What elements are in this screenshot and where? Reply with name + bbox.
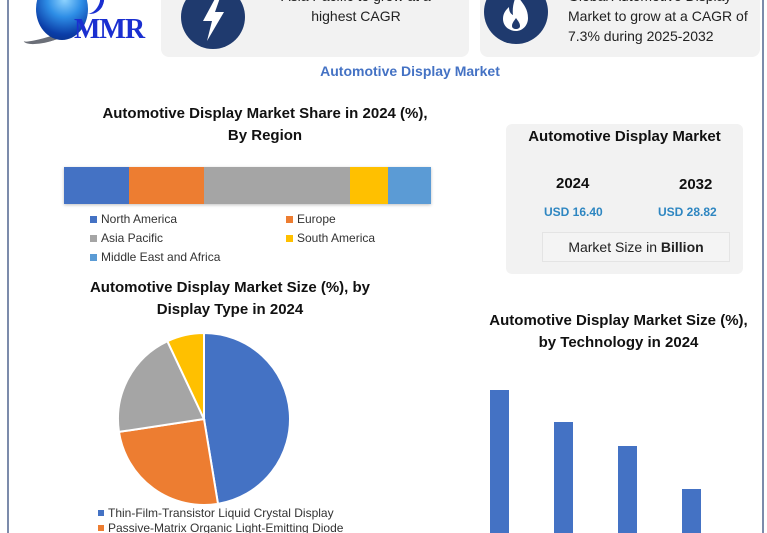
market-size-box: Automotive Display Market 2024 2032 USD … bbox=[506, 124, 743, 274]
legend-swatch bbox=[90, 253, 97, 261]
legend-label: Asia Pacific bbox=[101, 231, 164, 245]
flame-icon bbox=[484, 0, 548, 44]
legend-swatch bbox=[90, 215, 97, 223]
mmr-logo: MMR bbox=[20, 0, 152, 50]
legend-item-asia-pacific: Asia Pacific bbox=[90, 231, 163, 245]
lightning-icon bbox=[181, 0, 245, 49]
legend-swatch bbox=[286, 234, 293, 242]
legend-label: Middle East and Africa bbox=[101, 250, 221, 264]
value-2024: USD 16.40 bbox=[544, 205, 603, 219]
stat-line: Asia Pacific to grow at a bbox=[261, 0, 451, 6]
legend-label: Passive-Matrix Organic Light-Emitting Di… bbox=[108, 521, 344, 533]
technology-bar bbox=[682, 489, 701, 533]
region-legend: North America Europe Asia Pacific South … bbox=[90, 212, 430, 267]
region-stacked-bar bbox=[64, 167, 431, 204]
legend-item-middle-east-africa: Middle East and Africa bbox=[90, 250, 220, 264]
value-2032: USD 28.82 bbox=[658, 205, 717, 219]
technology-bar bbox=[490, 390, 509, 533]
pie-slice bbox=[166, 332, 205, 420]
display-type-pie-chart bbox=[117, 332, 291, 506]
stat-card-text: Global Automotive Display Market to grow… bbox=[568, 0, 758, 46]
market-size-title: Automotive Display Market bbox=[528, 128, 721, 145]
legend-item-pmoled: Passive-Matrix Organic Light-Emitting Di… bbox=[98, 521, 343, 533]
display-type-legend: Thin-Film-Transistor Liquid Crystal Disp… bbox=[98, 506, 398, 533]
pie-slice bbox=[117, 339, 206, 434]
legend-swatch bbox=[286, 215, 293, 223]
technology-bar-chart bbox=[470, 370, 767, 533]
title-line: Automotive Display Market Share in 2024 … bbox=[102, 105, 428, 122]
stat-line: highest CAGR bbox=[311, 8, 401, 24]
technology-bar bbox=[618, 446, 637, 533]
title-line: Display Type in 2024 bbox=[156, 301, 304, 318]
title-line: by Technology in 2024 bbox=[538, 334, 699, 351]
legend-label: South America bbox=[297, 231, 376, 245]
main-title: Automotive Display Market bbox=[320, 63, 500, 79]
legend-item-europe: Europe bbox=[286, 212, 336, 226]
stack-segment bbox=[128, 167, 204, 204]
stat-card-global-cagr: Global Automotive Display Market to grow… bbox=[480, 0, 760, 57]
stat-card-text: Asia Pacific to grow at a highest CAGR bbox=[261, 0, 451, 26]
market-size-unit: Market Size in Billion bbox=[542, 232, 730, 262]
stat-line: Market to grow at a CAGR of bbox=[568, 8, 748, 24]
legend-item-south-america: South America bbox=[286, 231, 375, 245]
stack-segment bbox=[64, 167, 129, 204]
stack-segment bbox=[203, 167, 350, 204]
logo-text: MMR bbox=[74, 14, 145, 45]
legend-label: North America bbox=[101, 212, 178, 226]
year-2032: 2032 bbox=[679, 176, 713, 193]
stat-card-cagr-region: Asia Pacific to grow at a highest CAGR bbox=[161, 0, 469, 57]
title-line: By Region bbox=[227, 127, 303, 144]
pie-slice bbox=[117, 417, 220, 506]
title-line: Automotive Display Market Size (%), bbox=[489, 312, 748, 329]
legend-label: Thin-Film-Transistor Liquid Crystal Disp… bbox=[108, 506, 334, 520]
stack-segment bbox=[349, 167, 389, 204]
legend-item-north-america: North America bbox=[90, 212, 177, 226]
stack-segment bbox=[388, 167, 431, 204]
legend-swatch bbox=[90, 234, 97, 242]
technology-bar bbox=[554, 422, 573, 533]
unit-prefix: Market Size in bbox=[568, 239, 661, 255]
legend-swatch bbox=[98, 510, 104, 516]
legend-label: Europe bbox=[297, 212, 336, 226]
frame-border-left bbox=[7, 0, 9, 533]
stat-line: 7.3% during 2025-2032 bbox=[568, 28, 714, 44]
display-type-chart-title: Automotive Display Market Size (%), by D… bbox=[40, 277, 420, 321]
legend-item-tft-lcd: Thin-Film-Transistor Liquid Crystal Disp… bbox=[98, 506, 334, 520]
stat-line: Global Automotive Display bbox=[568, 0, 758, 6]
year-2024: 2024 bbox=[556, 175, 590, 192]
legend-swatch bbox=[98, 525, 104, 531]
region-chart-title: Automotive Display Market Share in 2024 … bbox=[60, 103, 470, 147]
frame-border-right bbox=[762, 0, 764, 533]
pie-slice bbox=[203, 332, 291, 506]
title-line: Automotive Display Market Size (%), by bbox=[89, 279, 371, 296]
unit-bold: Billion bbox=[660, 239, 704, 255]
technology-chart-title: Automotive Display Market Size (%), by T… bbox=[470, 310, 767, 354]
